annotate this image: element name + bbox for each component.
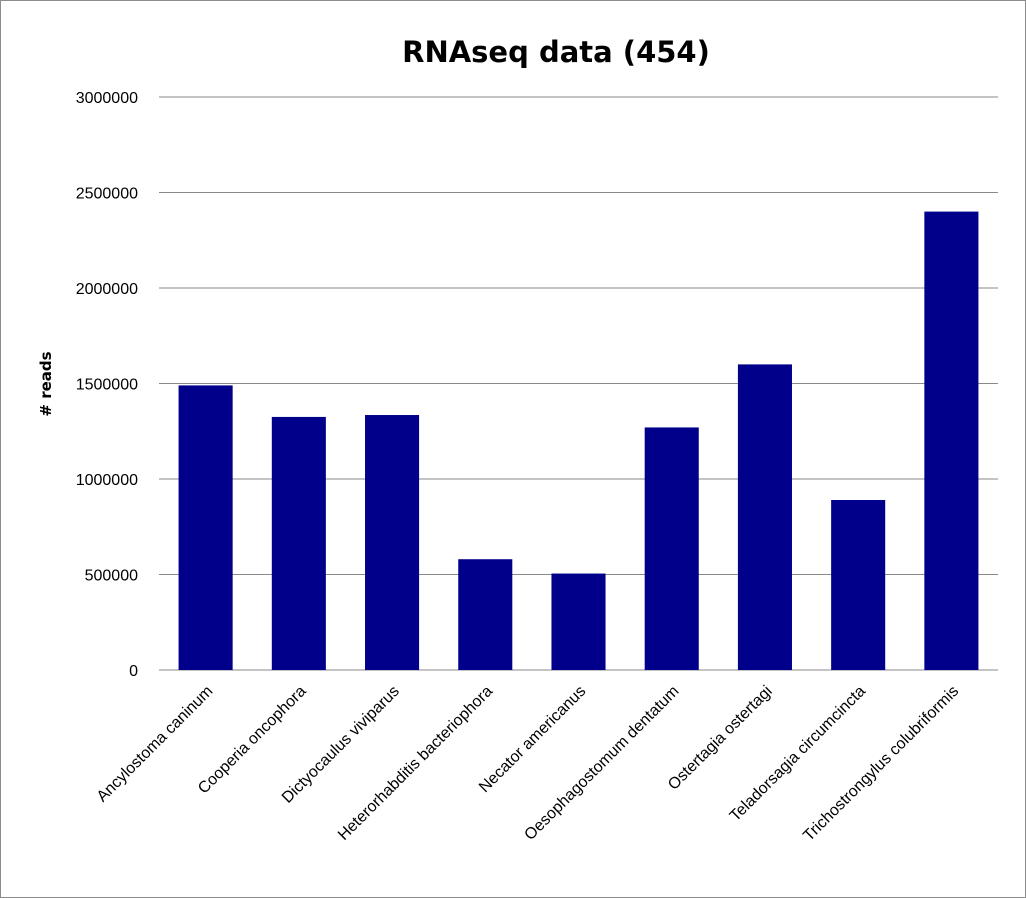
bar xyxy=(737,364,792,670)
y-tick-label: 1500000 xyxy=(76,377,138,394)
y-tick-label: 1000000 xyxy=(76,472,138,489)
y-tick-label: 0 xyxy=(129,663,138,680)
bar xyxy=(458,559,513,670)
bar xyxy=(365,415,420,670)
bar xyxy=(551,573,606,670)
y-tick-label: 3000000 xyxy=(76,90,138,107)
y-axis-label: # reads xyxy=(37,351,55,416)
x-tick-label: Ostertagia ostertagi xyxy=(665,683,776,794)
x-tick-label: Trichostrongylus colubriformis xyxy=(800,683,962,845)
bar xyxy=(178,385,233,670)
y-tick-label: 2000000 xyxy=(76,281,138,298)
bar xyxy=(831,500,886,670)
x-tick-label: Necator americanus xyxy=(476,683,589,796)
y-tick-label: 500000 xyxy=(85,568,138,585)
y-tick-labels: 0 500000 1000000 1500000 2000000 2500000 30000… xyxy=(76,90,138,680)
x-tick-label: Heterorhabditis bacteriophora xyxy=(335,683,496,844)
bar xyxy=(271,416,326,670)
bar xyxy=(924,211,979,670)
bars xyxy=(178,211,979,670)
x-tick-label: Oesophagostomum dentatum xyxy=(521,683,682,844)
bar xyxy=(644,427,699,670)
y-tick-label: 2500000 xyxy=(76,186,138,203)
chart-title: RNAseq data (454) xyxy=(402,35,710,69)
